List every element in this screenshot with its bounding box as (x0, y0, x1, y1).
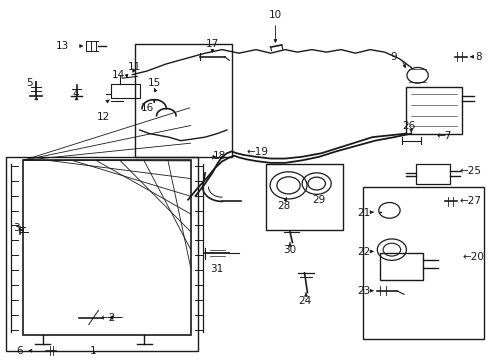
Text: 26: 26 (402, 121, 415, 131)
Text: ←27: ←27 (459, 197, 481, 206)
Bar (415, 164, 449, 184)
Text: 30: 30 (283, 245, 296, 255)
Text: ←25: ←25 (459, 166, 481, 176)
Text: 22: 22 (356, 247, 369, 257)
Text: 5: 5 (26, 78, 33, 88)
Bar (379, 253, 423, 280)
Text: 9: 9 (389, 52, 396, 62)
Text: 17: 17 (205, 39, 219, 49)
Text: 15: 15 (147, 78, 161, 88)
Text: 10: 10 (268, 10, 282, 20)
Text: 4: 4 (72, 89, 79, 99)
Text: 8: 8 (474, 52, 481, 62)
Bar (6, 157, 198, 351)
Text: 3: 3 (14, 223, 20, 233)
Text: 14: 14 (112, 69, 125, 80)
Bar (23, 160, 190, 336)
Text: 31: 31 (210, 264, 224, 274)
Text: 6: 6 (16, 346, 22, 356)
Text: ←2: ←2 (101, 312, 116, 323)
Text: ←19: ←19 (246, 147, 268, 157)
Text: ←7: ←7 (436, 131, 451, 141)
Bar (406, 87, 461, 134)
Bar (265, 164, 343, 230)
Text: 29: 29 (312, 195, 325, 205)
Text: 16: 16 (141, 103, 154, 113)
Text: 18: 18 (212, 151, 225, 161)
Text: 11: 11 (127, 63, 141, 72)
Bar (110, 84, 140, 98)
Bar (362, 187, 483, 339)
Text: 12: 12 (97, 112, 110, 122)
Text: 24: 24 (297, 296, 310, 306)
Text: 23: 23 (356, 287, 369, 296)
Text: 13: 13 (56, 41, 69, 51)
Text: 21: 21 (356, 208, 369, 218)
Text: 1: 1 (90, 346, 97, 356)
Text: 28: 28 (277, 202, 290, 211)
Bar (135, 44, 231, 157)
Text: ←20: ←20 (461, 252, 483, 262)
